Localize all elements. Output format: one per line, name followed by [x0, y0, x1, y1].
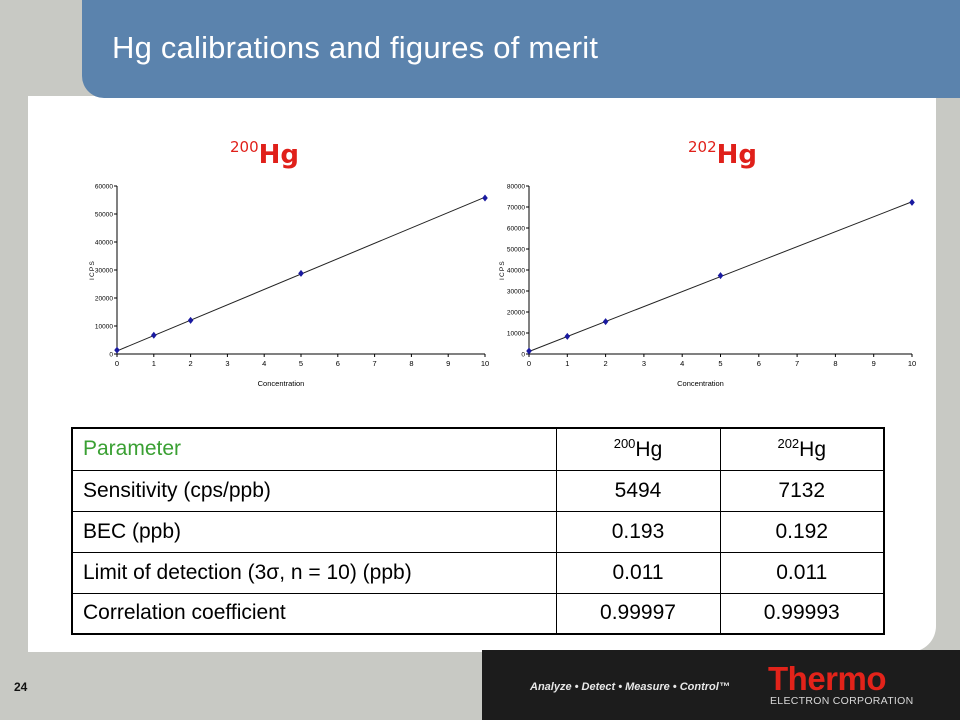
header-element: Hg: [635, 438, 663, 462]
y-tick-label: 20000: [95, 296, 113, 303]
y-tick-label: 30000: [95, 268, 113, 275]
x-tick-label: 5: [299, 359, 303, 368]
y-tick-label: 40000: [507, 268, 525, 275]
header-mass: 200: [613, 436, 636, 452]
row-value-202hg: 0.011: [719, 551, 885, 594]
data-point: [298, 269, 304, 277]
y-axis-title: ICPS: [499, 260, 506, 280]
table-row: Sensitivity (cps/ppb) 5494 7132: [71, 469, 885, 512]
row-value-200hg: 0.99997: [555, 592, 721, 635]
x-tick-label: 7: [373, 359, 377, 368]
y-tick-label: 30000: [507, 289, 525, 296]
y-tick-label: 10000: [507, 331, 525, 338]
row-value-200hg: 0.011: [555, 551, 721, 594]
data-point: [482, 194, 488, 202]
x-tick-label: 0: [527, 359, 531, 368]
x-tick-label: 6: [336, 359, 340, 368]
x-tick-label: 5: [718, 359, 722, 368]
figures-of-merit-table: Parameter 200Hg 202Hg Sensitivity (cps/p…: [71, 427, 885, 635]
x-tick-label: 9: [446, 359, 450, 368]
data-point: [187, 316, 194, 324]
page-number: 24: [14, 680, 28, 694]
x-tick-label: 10: [908, 359, 916, 368]
chart-heading-202hg: 202Hg: [688, 138, 757, 170]
y-tick-label: 70000: [507, 205, 525, 212]
y-tick-label: 60000: [95, 184, 113, 191]
y-axis-title: ICPS: [89, 260, 96, 280]
x-tick-label: 3: [642, 359, 646, 368]
footer-slogan: Analyze • Detect • Measure • Control™: [530, 681, 730, 693]
footer-bar: [482, 650, 960, 720]
table-header-row: Parameter 200Hg 202Hg: [71, 427, 885, 471]
chart-heading-mass: 202: [688, 138, 717, 156]
row-value-200hg: 0.193: [555, 510, 721, 553]
chart-heading-element: Hg: [716, 140, 758, 170]
y-tick-label: 40000: [95, 240, 113, 247]
calibration-chart-200hg: 0 10000 20000 30000 40000 50000 60000 0 1 2 3 4 5 6 7 8…: [89, 184, 489, 389]
y-tick-label: 50000: [95, 212, 113, 219]
left-frame-strip: [0, 0, 28, 720]
y-tick-label: 20000: [507, 310, 525, 317]
page-title: Hg calibrations and figures of merit: [112, 30, 599, 65]
x-tick-label: 1: [152, 359, 156, 368]
row-value-202hg: 0.99993: [719, 592, 885, 635]
x-tick-label: 1: [565, 359, 569, 368]
header-mass: 202: [777, 436, 800, 452]
row-value-202hg: 7132: [719, 469, 885, 512]
x-tick-label: 3: [225, 359, 229, 368]
data-point: [717, 272, 724, 280]
x-tick-label: 6: [757, 359, 761, 368]
header-202hg: 202Hg: [719, 427, 885, 471]
row-value-200hg: 5494: [555, 469, 721, 512]
chart-heading-mass: 200: [230, 138, 259, 156]
x-axis-title: Concentration: [677, 379, 724, 388]
header-200hg: 200Hg: [555, 427, 721, 471]
x-tick-label: 2: [604, 359, 608, 368]
y-tick-label: 10000: [95, 324, 113, 331]
y-tick-label: 60000: [507, 226, 525, 233]
thermo-logo-subtitle: ELECTRON CORPORATION: [770, 695, 914, 707]
row-parameter: Limit of detection (3σ, n = 10) (ppb): [71, 551, 557, 594]
x-tick-label: 7: [795, 359, 799, 368]
thermo-logo-wordmark: Thermo: [768, 660, 887, 697]
chart-heading-200hg: 200Hg: [230, 138, 299, 170]
table-row: Limit of detection (3σ, n = 10) (ppb) 0.…: [71, 551, 885, 594]
y-tick-label: 0: [109, 352, 113, 359]
table-row: Correlation coefficient 0.99997 0.99993: [71, 592, 885, 635]
data-point: [151, 331, 157, 339]
header-parameter: Parameter: [71, 427, 557, 471]
data-point: [564, 332, 571, 340]
x-tick-label: 4: [262, 359, 266, 368]
data-point: [909, 198, 915, 206]
data-point: [602, 318, 609, 326]
header-element: Hg: [799, 438, 827, 462]
chart-heading-element: Hg: [258, 140, 300, 170]
row-parameter: Sensitivity (cps/ppb): [71, 469, 557, 512]
title-bar: [82, 0, 960, 98]
x-tick-label: 8: [409, 359, 413, 368]
x-tick-label: 0: [115, 359, 119, 368]
y-tick-label: 80000: [507, 184, 525, 191]
x-tick-label: 2: [189, 359, 193, 368]
x-tick-label: 4: [680, 359, 684, 368]
row-value-202hg: 0.192: [719, 510, 885, 553]
y-tick-label: 0: [521, 352, 525, 359]
x-tick-label: 10: [481, 359, 489, 368]
x-tick-label: 8: [833, 359, 837, 368]
table-row: BEC (ppb) 0.193 0.192: [71, 510, 885, 553]
data-point: [114, 346, 120, 354]
row-parameter: BEC (ppb): [71, 510, 557, 553]
y-tick-label: 50000: [507, 247, 525, 254]
x-axis-title: Concentration: [258, 379, 305, 388]
calibration-chart-202hg: 0 10000 20000 30000 40000 50000 60000 70000 8000…: [499, 184, 916, 389]
x-tick-label: 9: [872, 359, 876, 368]
row-parameter: Correlation coefficient: [71, 592, 557, 635]
